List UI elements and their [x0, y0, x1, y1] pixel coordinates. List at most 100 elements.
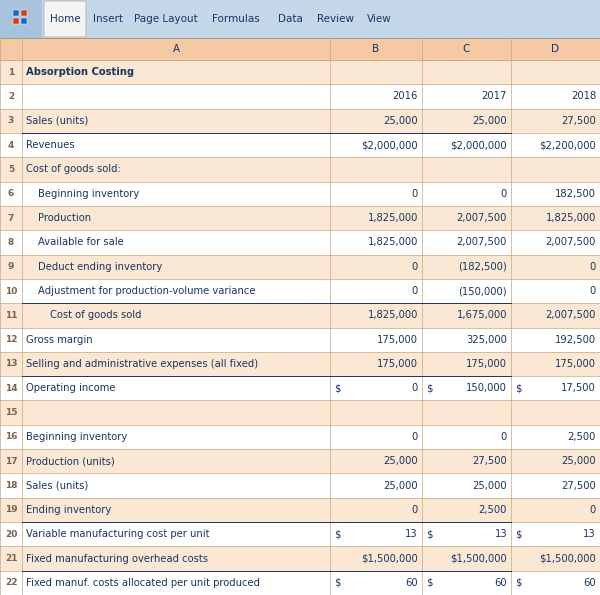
Text: 0: 0 — [412, 286, 418, 296]
Bar — [13, 18, 19, 24]
Text: $: $ — [515, 383, 521, 393]
Text: Home: Home — [50, 14, 80, 24]
Bar — [0, 60, 600, 84]
Text: Beginning inventory: Beginning inventory — [26, 432, 127, 442]
Text: 5: 5 — [8, 165, 14, 174]
Text: Available for sale: Available for sale — [38, 237, 124, 248]
Bar — [0, 449, 600, 474]
Text: 25,000: 25,000 — [472, 481, 507, 490]
Text: 25,000: 25,000 — [383, 481, 418, 490]
Text: 0: 0 — [590, 505, 596, 515]
Text: 13: 13 — [406, 529, 418, 539]
Text: (150,000): (150,000) — [458, 286, 507, 296]
Text: 22: 22 — [5, 578, 17, 587]
Text: Fixed manuf. costs allocated per unit produced: Fixed manuf. costs allocated per unit pr… — [26, 578, 260, 588]
Bar — [0, 571, 600, 595]
Text: 175,000: 175,000 — [377, 359, 418, 369]
Text: 13: 13 — [583, 529, 596, 539]
Text: Cost of goods sold:: Cost of goods sold: — [26, 164, 121, 174]
Text: $1,500,000: $1,500,000 — [539, 553, 596, 563]
Text: Review: Review — [317, 14, 353, 24]
Text: 182,500: 182,500 — [555, 189, 596, 199]
Text: 0: 0 — [412, 432, 418, 442]
Bar — [21, 18, 27, 24]
Text: 8: 8 — [8, 238, 14, 247]
Circle shape — [5, 3, 37, 35]
Text: 0: 0 — [412, 262, 418, 272]
Text: (182,500): (182,500) — [458, 262, 507, 272]
Text: 16: 16 — [5, 433, 17, 441]
Bar — [0, 0, 42, 38]
Text: 0: 0 — [590, 286, 596, 296]
Text: Production (units): Production (units) — [26, 456, 115, 466]
Text: $: $ — [334, 529, 341, 539]
Text: $1,500,000: $1,500,000 — [361, 553, 418, 563]
Text: 12: 12 — [5, 335, 17, 344]
Text: 60: 60 — [494, 578, 507, 588]
Text: Selling and administrative expenses (all fixed): Selling and administrative expenses (all… — [26, 359, 258, 369]
Text: 19: 19 — [5, 505, 17, 515]
Text: 175,000: 175,000 — [555, 359, 596, 369]
Text: 2: 2 — [8, 92, 14, 101]
Text: 15: 15 — [5, 408, 17, 417]
Text: Fixed manufacturing overhead costs: Fixed manufacturing overhead costs — [26, 553, 208, 563]
Text: C: C — [463, 44, 470, 54]
Text: Ending inventory: Ending inventory — [26, 505, 111, 515]
Text: View: View — [367, 14, 391, 24]
Text: Sales (units): Sales (units) — [26, 116, 88, 126]
Text: 0: 0 — [590, 262, 596, 272]
Text: Beginning inventory: Beginning inventory — [38, 189, 139, 199]
Text: Absorption Costing: Absorption Costing — [26, 67, 134, 77]
Text: 0: 0 — [501, 432, 507, 442]
Text: 3: 3 — [8, 116, 14, 126]
Bar — [13, 10, 19, 16]
Text: 60: 60 — [406, 578, 418, 588]
Text: 1: 1 — [8, 68, 14, 77]
Text: 13: 13 — [5, 359, 17, 368]
Text: 0: 0 — [412, 189, 418, 199]
Text: D: D — [551, 44, 560, 54]
Text: 1,825,000: 1,825,000 — [368, 237, 418, 248]
Bar — [0, 400, 600, 425]
Text: 1,825,000: 1,825,000 — [368, 213, 418, 223]
Text: Operating income: Operating income — [26, 383, 115, 393]
Text: 27,500: 27,500 — [472, 456, 507, 466]
Text: 2,500: 2,500 — [479, 505, 507, 515]
Text: 1,675,000: 1,675,000 — [457, 311, 507, 320]
Text: 2,500: 2,500 — [568, 432, 596, 442]
FancyBboxPatch shape — [44, 1, 86, 37]
Text: 25,000: 25,000 — [562, 456, 596, 466]
Bar — [0, 376, 600, 400]
Text: Sales (units): Sales (units) — [26, 481, 88, 490]
Bar — [0, 109, 600, 133]
Bar — [0, 133, 600, 157]
Text: 6: 6 — [8, 189, 14, 198]
Text: 4: 4 — [8, 140, 14, 149]
Text: 17,500: 17,500 — [561, 383, 596, 393]
Text: 27,500: 27,500 — [561, 116, 596, 126]
Text: Deduct ending inventory: Deduct ending inventory — [38, 262, 162, 272]
Bar — [0, 230, 600, 255]
Text: $: $ — [515, 578, 521, 588]
Bar — [0, 303, 600, 327]
Text: $: $ — [334, 383, 341, 393]
Text: 17: 17 — [5, 457, 17, 466]
Text: 25,000: 25,000 — [472, 116, 507, 126]
Text: 9: 9 — [8, 262, 14, 271]
Text: 0: 0 — [412, 505, 418, 515]
Text: 11: 11 — [5, 311, 17, 320]
Text: Variable manufacturing cost per unit: Variable manufacturing cost per unit — [26, 529, 209, 539]
Bar — [0, 327, 600, 352]
Text: 10: 10 — [5, 287, 17, 296]
Text: $: $ — [426, 529, 433, 539]
Text: $: $ — [426, 383, 433, 393]
Bar — [0, 352, 600, 376]
Text: 192,500: 192,500 — [555, 334, 596, 345]
Text: $2,200,000: $2,200,000 — [539, 140, 596, 150]
Bar — [0, 84, 600, 109]
Text: Gross margin: Gross margin — [26, 334, 92, 345]
Text: 1,825,000: 1,825,000 — [368, 311, 418, 320]
Text: $2,000,000: $2,000,000 — [361, 140, 418, 150]
Text: Adjustment for production-volume variance: Adjustment for production-volume varianc… — [38, 286, 256, 296]
Text: $1,500,000: $1,500,000 — [450, 553, 507, 563]
